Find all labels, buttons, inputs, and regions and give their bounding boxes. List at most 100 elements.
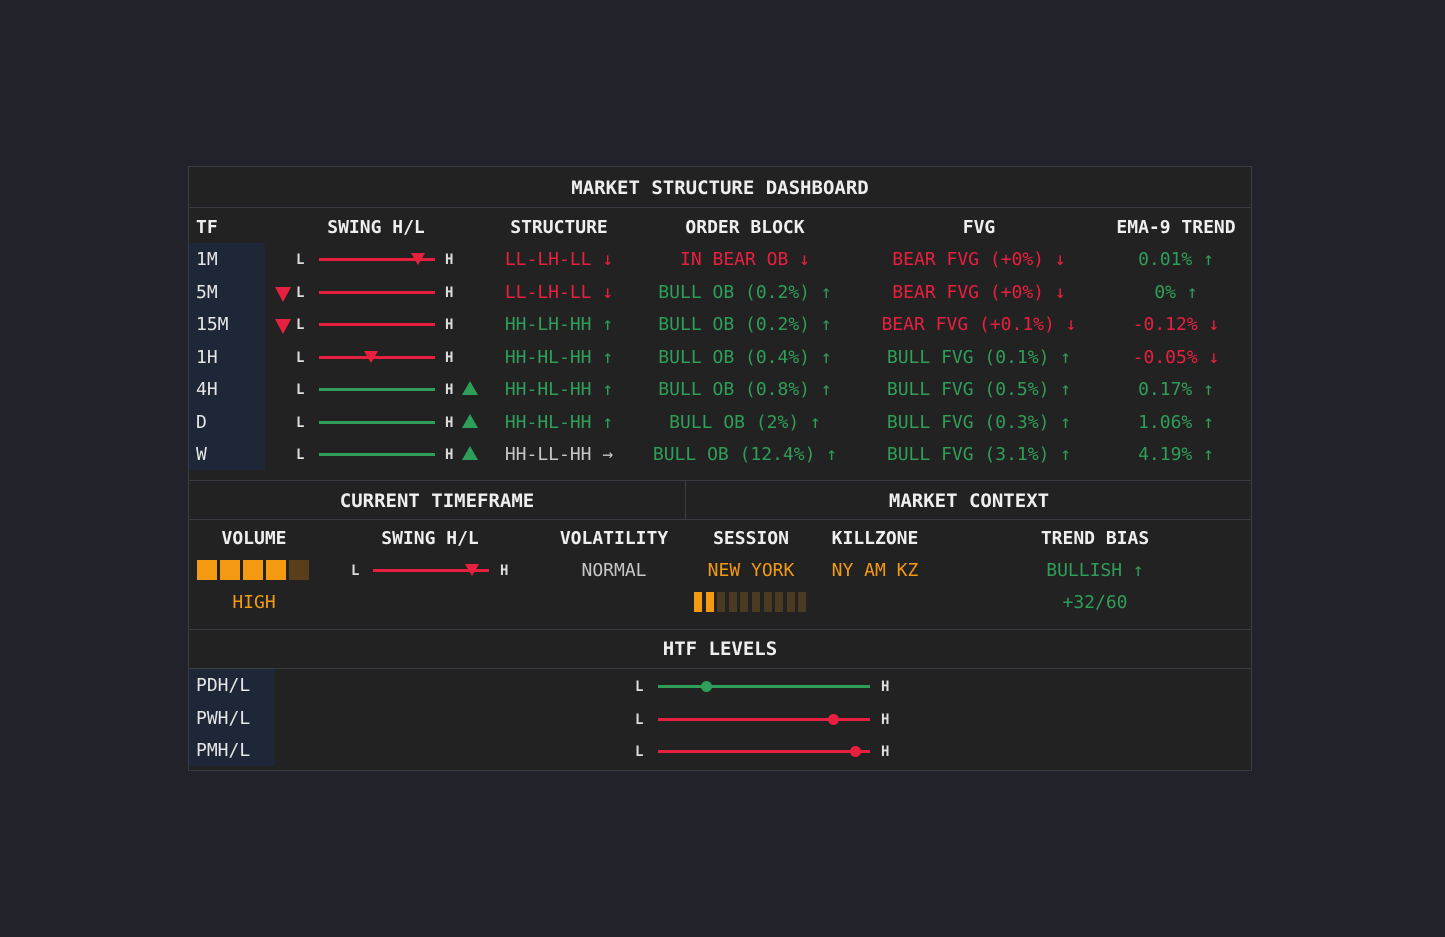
fvg-value: BEAR FVG (+0%) ↓ [892,249,1066,270]
structure-value: HH-HL-HH ↑ [504,346,614,368]
current-timeframe-title: CURRENT TIMEFRAME [339,490,535,512]
killzone-progress-bar [740,592,749,612]
divider [189,629,1251,630]
order-block-value: BULL OB (0.2%) ↑ [658,314,832,335]
timeframe-label: 1M [196,249,218,270]
swing-high-label: H [445,382,454,398]
order-block-value: BULL OB (2%) ↑ [669,411,821,433]
divider [189,480,1251,481]
htf-high-label: H [881,711,890,728]
volume-bar [289,560,309,580]
trend-bias-score: +32/60 [1062,592,1128,613]
htf-level-marker-icon [828,713,840,725]
current-swing-low-label: L [351,563,360,579]
killzone-progress-bar [694,592,702,612]
volume-text: HIGH [232,592,276,613]
structure-value: LL-LH-LL ↓ [504,249,614,270]
swing-track [319,420,435,424]
swing-track [319,323,435,326]
structure-value: HH-HL-HH ↑ [504,411,614,433]
swing-track [319,290,435,294]
swing-track [319,258,435,261]
session-header: SESSION [713,528,789,549]
current-swing-header: SWING H/L [381,528,479,549]
bearish-arrow-icon [275,319,291,334]
killzone-progress-bar [798,592,807,612]
structure-value: HH-HL-HH ↑ [504,379,614,400]
htf-level-track [658,685,870,688]
market-context-title: MARKET CONTEXT [888,490,1050,512]
column-header-tf: TF [196,217,218,238]
volume-header: VOLUME [221,528,287,549]
trend-bias-header: TREND BIAS [1040,528,1150,549]
fvg-value: BEAR FVG (+0.1%) ↓ [881,314,1077,335]
current-swing-high-label: H [500,563,509,579]
order-block-value: BULL OB (0.8%) ↑ [658,379,832,400]
ema-trend-value: 0% ↑ [1154,281,1198,303]
swing-track [319,388,435,391]
order-block-value: IN BEAR OB ↓ [679,249,811,270]
fvg-value: BULL FVG (0.1%) ↑ [886,346,1072,368]
volume-bar [243,560,263,580]
session-value: NEW YORK [707,560,795,581]
swing-low-label: L [296,252,305,268]
fvg-value: BULL FVG (0.3%) ↑ [886,411,1072,433]
htf-level-label: PDH/L [196,675,251,696]
swing-low-label: L [296,349,305,366]
timeframe-label: W [196,444,207,465]
fvg-value: BULL FVG (0.5%) ↑ [886,379,1072,400]
bullish-arrow-icon [462,446,478,460]
bearish-arrow-icon [275,286,291,302]
htf-high-label: H [881,679,890,695]
swing-track [319,453,435,456]
htf-level-label: PMH/L [196,740,251,761]
ema-trend-value: 0.01% ↑ [1138,249,1214,270]
volume-bar [220,560,240,580]
timeframe-label: 4H [196,379,218,400]
structure-value: HH-LL-HH → [504,444,614,465]
htf-level-marker-icon [701,681,713,692]
swing-position-marker-icon [364,350,379,363]
bullish-arrow-icon [462,413,478,428]
killzone-progress-bar [786,592,795,612]
killzone-value: NY AM KZ [831,560,919,581]
dashboard-title: MARKET STRUCTURE DASHBOARD [189,167,1251,208]
fvg-value: BEAR FVG (+0%) ↓ [892,281,1066,303]
htf-level-marker-icon [849,746,861,757]
order-block-value: BULL OB (12.4%) ↑ [652,444,838,465]
swing-low-label: L [296,317,305,333]
htf-high-label: H [881,744,890,760]
timeframe-label: 15M [196,314,229,335]
swing-high-label: H [445,284,454,301]
structure-value: LL-LH-LL ↓ [504,281,614,303]
killzone-progress-bar [775,592,784,612]
ema-trend-value: 0.17% ↑ [1138,379,1214,400]
htf-level-track [658,717,870,721]
volume-bar [197,560,217,580]
swing-low-label: L [296,382,305,398]
timeframe-label: D [196,411,207,433]
order-block-value: BULL OB (0.2%) ↑ [658,281,832,303]
htf-low-label: L [635,679,644,695]
column-header-order-block: ORDER BLOCK [685,217,805,238]
structure-value: HH-LH-HH ↑ [504,314,614,335]
swing-low-label: L [296,414,305,431]
swing-position-marker-icon [410,253,425,265]
swing-high-label: H [445,252,454,268]
swing-high-label: H [445,414,454,431]
divider [685,480,686,519]
column-header-fvg: FVG [962,217,996,238]
timeframe-label: 1H [196,346,218,368]
killzone-progress-bar [763,592,772,612]
ema-trend-value: 4.19% ↑ [1138,444,1214,465]
swing-low-label: L [296,447,305,463]
swing-high-label: H [445,349,454,366]
swing-high-label: H [445,317,454,333]
killzone-progress-bar [728,592,737,612]
current-swing-marker-icon [464,564,479,576]
htf-level-track [658,750,870,753]
ema-trend-value: -0.12% ↓ [1132,314,1220,335]
htf-low-label: L [635,711,644,728]
trend-bias-value: BULLISH ↑ [1046,560,1144,581]
killzone-progress-bar [752,592,760,612]
